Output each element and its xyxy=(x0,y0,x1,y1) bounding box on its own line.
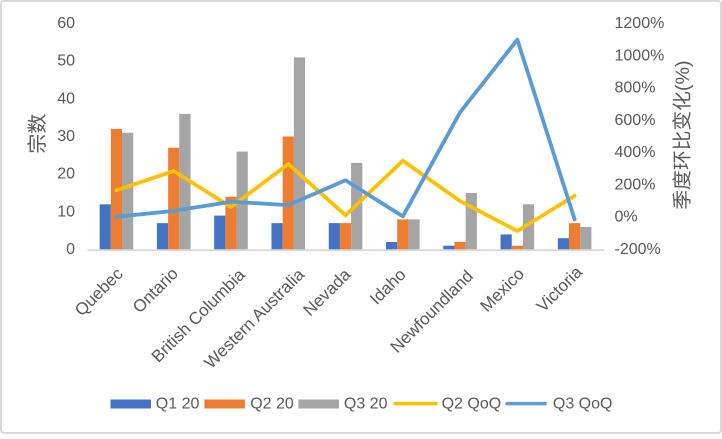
svg-text:0: 0 xyxy=(66,241,75,258)
svg-text:Q2 20: Q2 20 xyxy=(250,396,294,413)
svg-text:Q3 20: Q3 20 xyxy=(344,396,388,413)
svg-text:Q2 QoQ: Q2 QoQ xyxy=(442,396,502,413)
svg-text:50: 50 xyxy=(57,53,75,70)
svg-text:Q3 QoQ: Q3 QoQ xyxy=(553,396,613,413)
svg-text:0%: 0% xyxy=(615,209,638,226)
svg-text:400%: 400% xyxy=(615,144,656,161)
svg-text:-200%: -200% xyxy=(615,241,661,258)
svg-text:40: 40 xyxy=(57,90,75,107)
svg-text:10: 10 xyxy=(57,203,75,220)
svg-text:800%: 800% xyxy=(615,80,656,97)
svg-text:(%): (%) xyxy=(672,60,694,91)
svg-text:1200%: 1200% xyxy=(615,15,665,32)
svg-text:30: 30 xyxy=(57,128,75,145)
svg-text:20: 20 xyxy=(57,166,75,183)
svg-text:1000%: 1000% xyxy=(615,47,665,64)
svg-text:Q1 20: Q1 20 xyxy=(156,396,200,413)
svg-text:60: 60 xyxy=(57,15,75,32)
svg-text:600%: 600% xyxy=(615,112,656,129)
svg-text:200%: 200% xyxy=(615,176,656,193)
